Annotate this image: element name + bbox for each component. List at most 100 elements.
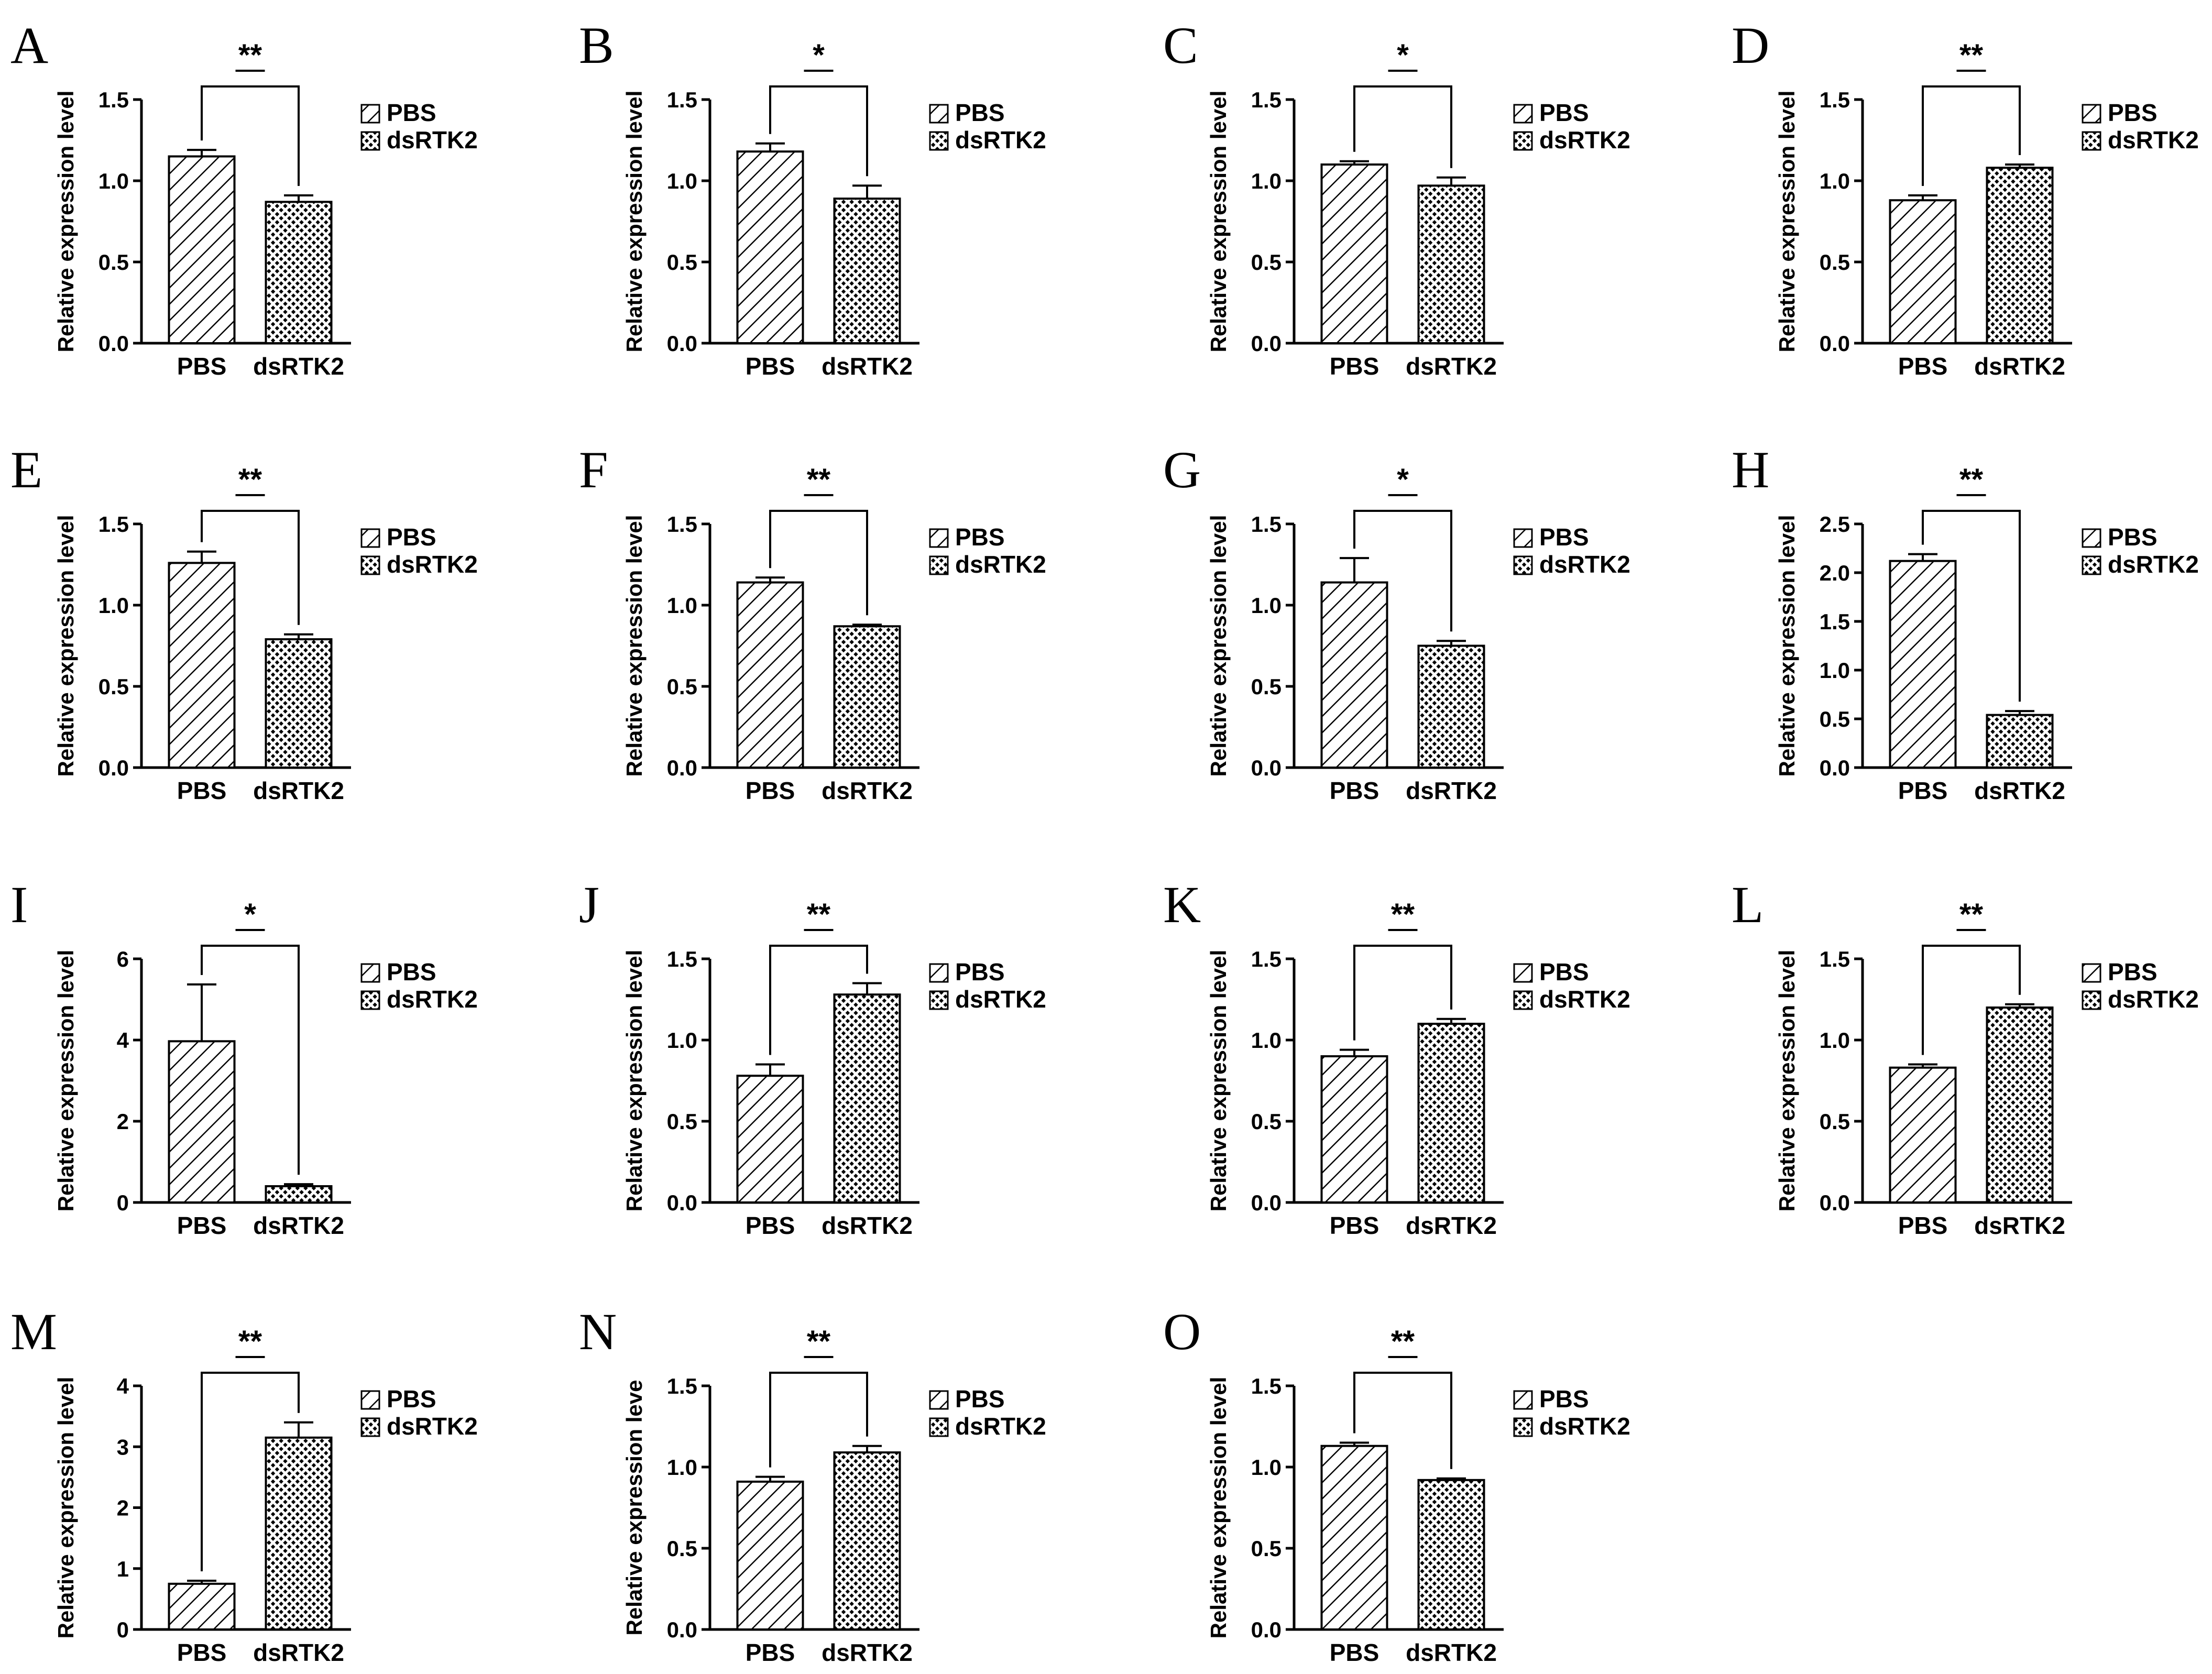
legend-swatch-pbs <box>1513 104 1533 124</box>
bar-dsrtk2 <box>1417 644 1485 769</box>
y-axis-label: Relative expression leve <box>622 1380 647 1636</box>
x-tick-label: PBS <box>746 777 795 804</box>
legend-label-dsrtk2: dsRTK2 <box>955 551 1046 578</box>
significance-label: ** <box>238 463 262 497</box>
y-tick-label: 0.0 <box>98 331 129 356</box>
legend-label-pbs: PBS <box>955 523 1005 551</box>
legend-label-dsrtk2: dsRTK2 <box>955 1413 1046 1440</box>
legend-label-pbs: PBS <box>955 99 1005 126</box>
bar-pbs <box>736 1075 804 1203</box>
bar-dsrtk2 <box>833 625 901 769</box>
legend-label-dsrtk2: dsRTK2 <box>2108 986 2199 1013</box>
legend-swatch-pbs <box>929 1390 949 1410</box>
bar-dsrtk2 <box>833 198 901 344</box>
legend-label-dsrtk2: dsRTK2 <box>955 126 1046 154</box>
y-tick-label: 2 <box>117 1496 129 1520</box>
bar-dsrtk2 <box>265 201 333 344</box>
legend-label-dsrtk2: dsRTK2 <box>1539 986 1630 1013</box>
y-axis-label: Relative expression level <box>53 1377 78 1639</box>
x-tick-label: PBS <box>1898 777 1948 804</box>
y-axis-label: Relative expression level <box>1206 950 1231 1212</box>
significance-label: * <box>813 38 825 72</box>
legend-label-dsrtk2: dsRTK2 <box>2108 551 2199 578</box>
legend-swatch-pbs <box>929 104 949 124</box>
legend-label-pbs: PBS <box>955 958 1005 986</box>
legend-label-pbs: PBS <box>1539 958 1589 986</box>
y-tick-label: 1.5 <box>1820 87 1850 112</box>
legend-swatch-dsrtk2 <box>1513 1417 1533 1437</box>
y-tick-label: 1.5 <box>1251 512 1282 537</box>
legend-swatch-pbs <box>1513 1390 1533 1410</box>
y-tick-label: 0.5 <box>98 674 129 699</box>
panels-layer: A Relative expression level 0.0 0.5 1.0 1.5 PB… <box>10 16 2199 1666</box>
panel-letter: G <box>1163 441 1201 499</box>
y-tick-label: 0.5 <box>1820 250 1850 275</box>
legend-swatch-dsrtk2 <box>1513 555 1533 575</box>
legend-label-dsrtk2: dsRTK2 <box>387 986 478 1013</box>
x-tick-label: PBS <box>746 1212 795 1239</box>
significance-label: ** <box>1959 898 1984 932</box>
bar-dsrtk2 <box>265 638 333 769</box>
y-tick-label: 1.5 <box>667 947 697 971</box>
legend-swatch-pbs <box>929 528 949 548</box>
x-tick-label: dsRTK2 <box>1406 777 1497 804</box>
significance-bracket <box>769 85 868 177</box>
y-tick-label: 0.0 <box>98 756 129 780</box>
y-tick-label: 4 <box>117 1374 129 1398</box>
y-tick-label: 1.0 <box>667 593 697 618</box>
legend-swatch-dsrtk2 <box>1513 131 1533 151</box>
panel-letter: C <box>1163 16 1198 74</box>
significance-bracket <box>769 1372 868 1468</box>
bar-pbs <box>168 1582 236 1631</box>
y-tick-label: 0.0 <box>1820 1190 1850 1215</box>
x-tick-label: dsRTK2 <box>1974 1212 2065 1239</box>
y-tick-label: 3 <box>117 1435 129 1459</box>
x-tick-label: dsRTK2 <box>1406 1639 1497 1666</box>
y-tick-label: 1.0 <box>1251 1028 1282 1053</box>
y-tick-label: 2.0 <box>1820 561 1850 585</box>
significance-label: ** <box>1391 898 1415 932</box>
y-tick-label: 1 <box>117 1557 129 1581</box>
legend-swatch-pbs <box>2082 528 2101 548</box>
y-axis-label: Relative expression level <box>1775 91 1799 353</box>
x-tick-label: PBS <box>1898 353 1948 380</box>
x-tick-label: PBS <box>177 777 227 804</box>
legend-label-pbs: PBS <box>387 523 436 551</box>
chart-panel-f: F Relative expression level 0.0 0.5 1.0 1.5 PB… <box>579 441 1046 804</box>
significance-bracket <box>201 510 300 625</box>
legend-swatch-pbs <box>360 104 380 124</box>
bar-dsrtk2 <box>1986 1006 2054 1203</box>
significance-bracket <box>1353 510 1452 632</box>
panel-letter: A <box>10 16 48 74</box>
x-tick-label: PBS <box>177 353 227 380</box>
y-axis-label: Relative expression level <box>1775 950 1799 1212</box>
bar-pbs <box>736 581 804 769</box>
bar-dsrtk2 <box>265 1436 333 1631</box>
y-tick-label: 0.0 <box>1251 331 1282 356</box>
legend-label-dsrtk2: dsRTK2 <box>387 551 478 578</box>
y-tick-label: 0.5 <box>667 1536 697 1561</box>
y-axis-label: Relative expression level <box>1206 1377 1231 1639</box>
y-tick-label: 0.5 <box>1251 1536 1282 1561</box>
significance-label: ** <box>1391 1325 1415 1359</box>
chart-panel-c: C Relative expression level 0.0 0.5 1.0 1.5 PB… <box>1163 16 1630 380</box>
bar-pbs <box>1320 581 1388 769</box>
x-tick-label: dsRTK2 <box>253 777 344 804</box>
x-tick-label: PBS <box>1330 777 1379 804</box>
panel-letter: O <box>1163 1303 1201 1361</box>
significance-label: ** <box>238 38 262 72</box>
x-tick-label: PBS <box>1330 1639 1379 1666</box>
bar-dsrtk2 <box>833 993 901 1203</box>
x-tick-label: PBS <box>1898 1212 1948 1239</box>
legend-swatch-pbs <box>1513 528 1533 548</box>
y-axis-label: Relative expression level <box>53 515 78 777</box>
legend-label-dsrtk2: dsRTK2 <box>955 986 1046 1013</box>
x-tick-label: dsRTK2 <box>822 1212 913 1239</box>
y-tick-label: 0.0 <box>1820 331 1850 356</box>
panel-letter: F <box>579 441 608 499</box>
y-tick-label: 0.0 <box>1251 1617 1282 1642</box>
legend-swatch-dsrtk2 <box>1513 990 1533 1010</box>
x-tick-label: dsRTK2 <box>1406 353 1497 380</box>
